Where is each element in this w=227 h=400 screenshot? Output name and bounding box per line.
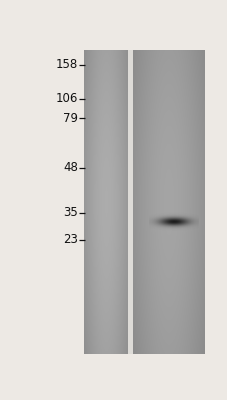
Text: 23: 23 [63, 233, 78, 246]
Bar [128, 50, 132, 354]
Text: 48: 48 [63, 161, 78, 174]
Text: 106: 106 [55, 92, 78, 105]
Text: 79: 79 [63, 112, 78, 125]
Text: 35: 35 [63, 206, 78, 219]
Text: 158: 158 [55, 58, 78, 72]
